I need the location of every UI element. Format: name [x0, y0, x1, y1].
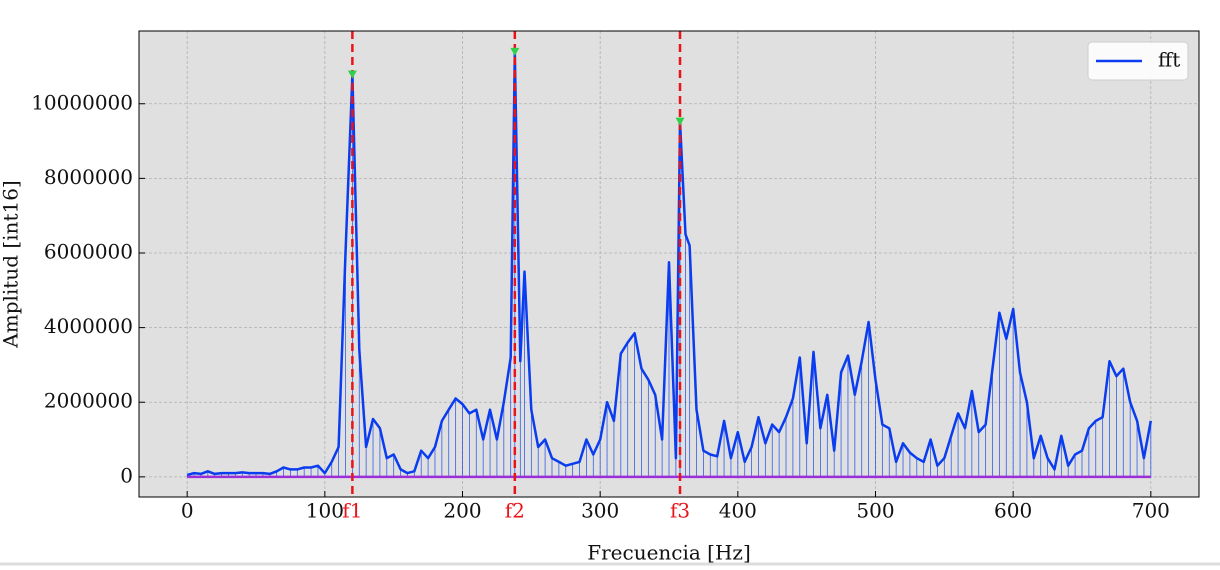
peak-marker	[510, 47, 520, 56]
x-axis-label: Frecuencia [Hz]	[587, 541, 751, 565]
y-tick-label: 0	[120, 463, 133, 487]
x-tick-label: 600	[994, 499, 1032, 523]
x-tick-label: 200	[443, 499, 481, 523]
y-axis-label: Amplitud [int16]	[0, 180, 23, 348]
y-tick-label: 4000000	[44, 314, 133, 338]
x-tick-label: 400	[719, 499, 757, 523]
y-tick-label: 6000000	[44, 239, 133, 263]
y-tick-label: 8000000	[44, 165, 133, 189]
x-tick-label: 100	[306, 499, 344, 523]
x-tick-label: 700	[1132, 499, 1170, 523]
peak-label: f3	[670, 499, 690, 523]
x-tick-label: 300	[581, 499, 619, 523]
peak-label: f2	[505, 499, 525, 523]
peak-marker	[347, 70, 357, 79]
y-tick-label: 10000000	[31, 90, 133, 114]
line-series	[186, 50, 1153, 477]
peak-marker	[675, 117, 685, 126]
peak-label: f1	[342, 499, 362, 523]
y-tick-label: 2000000	[44, 389, 133, 413]
x-tick-label: 500	[856, 499, 894, 523]
x-tick-label: 0	[181, 499, 194, 523]
legend-label: fft	[1158, 48, 1180, 72]
frame	[138, 30, 1200, 498]
